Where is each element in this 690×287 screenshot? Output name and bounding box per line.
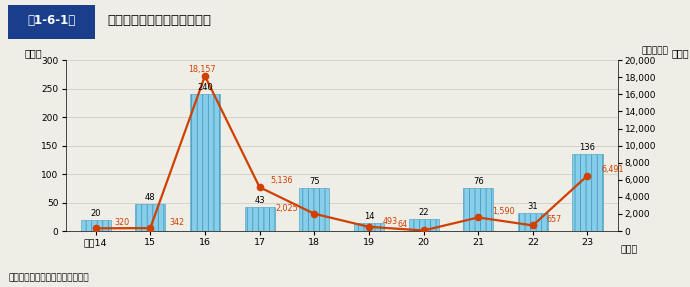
Text: 2,025: 2,025 [275,203,298,213]
Bar [81,220,110,231]
Bar [463,188,493,231]
Bar [299,188,329,231]
Bar [573,154,602,231]
Text: 6,491: 6,491 [601,166,624,174]
Bar [135,204,166,231]
Text: 64: 64 [397,220,407,229]
Text: （備考）「災害年報」により作成: （備考）「災害年報」により作成 [8,273,89,282]
Text: 240: 240 [197,84,213,92]
Text: 22: 22 [418,208,428,216]
Text: （年）: （年） [620,246,638,255]
Text: 320: 320 [115,218,130,227]
Text: 48: 48 [145,193,155,202]
Bar [244,207,275,231]
Text: 20: 20 [90,209,101,218]
Text: 657: 657 [546,215,562,224]
Text: （人）: （人） [24,49,42,59]
Text: 第1-6-1図: 第1-6-1図 [28,14,76,27]
Bar [190,94,220,231]
Text: 76: 76 [473,177,484,186]
Text: （棟）: （棟） [671,49,689,59]
Bar [518,214,548,231]
Text: 風水害による被害状況の推移: 風水害による被害状況の推移 [107,14,211,27]
Text: 493: 493 [382,217,397,226]
Bar [408,218,439,231]
Text: 1,590: 1,590 [492,207,515,216]
Text: （各年中）: （各年中） [641,46,668,55]
Text: 31: 31 [528,202,538,212]
Bar [354,223,384,231]
Text: 14: 14 [364,212,374,221]
Text: 5,136: 5,136 [270,177,293,185]
Text: 43: 43 [254,195,265,205]
FancyBboxPatch shape [8,5,95,39]
Text: 342: 342 [169,218,184,227]
Text: 18,157: 18,157 [188,65,216,74]
Text: 75: 75 [309,177,319,186]
Text: 136: 136 [580,143,595,152]
